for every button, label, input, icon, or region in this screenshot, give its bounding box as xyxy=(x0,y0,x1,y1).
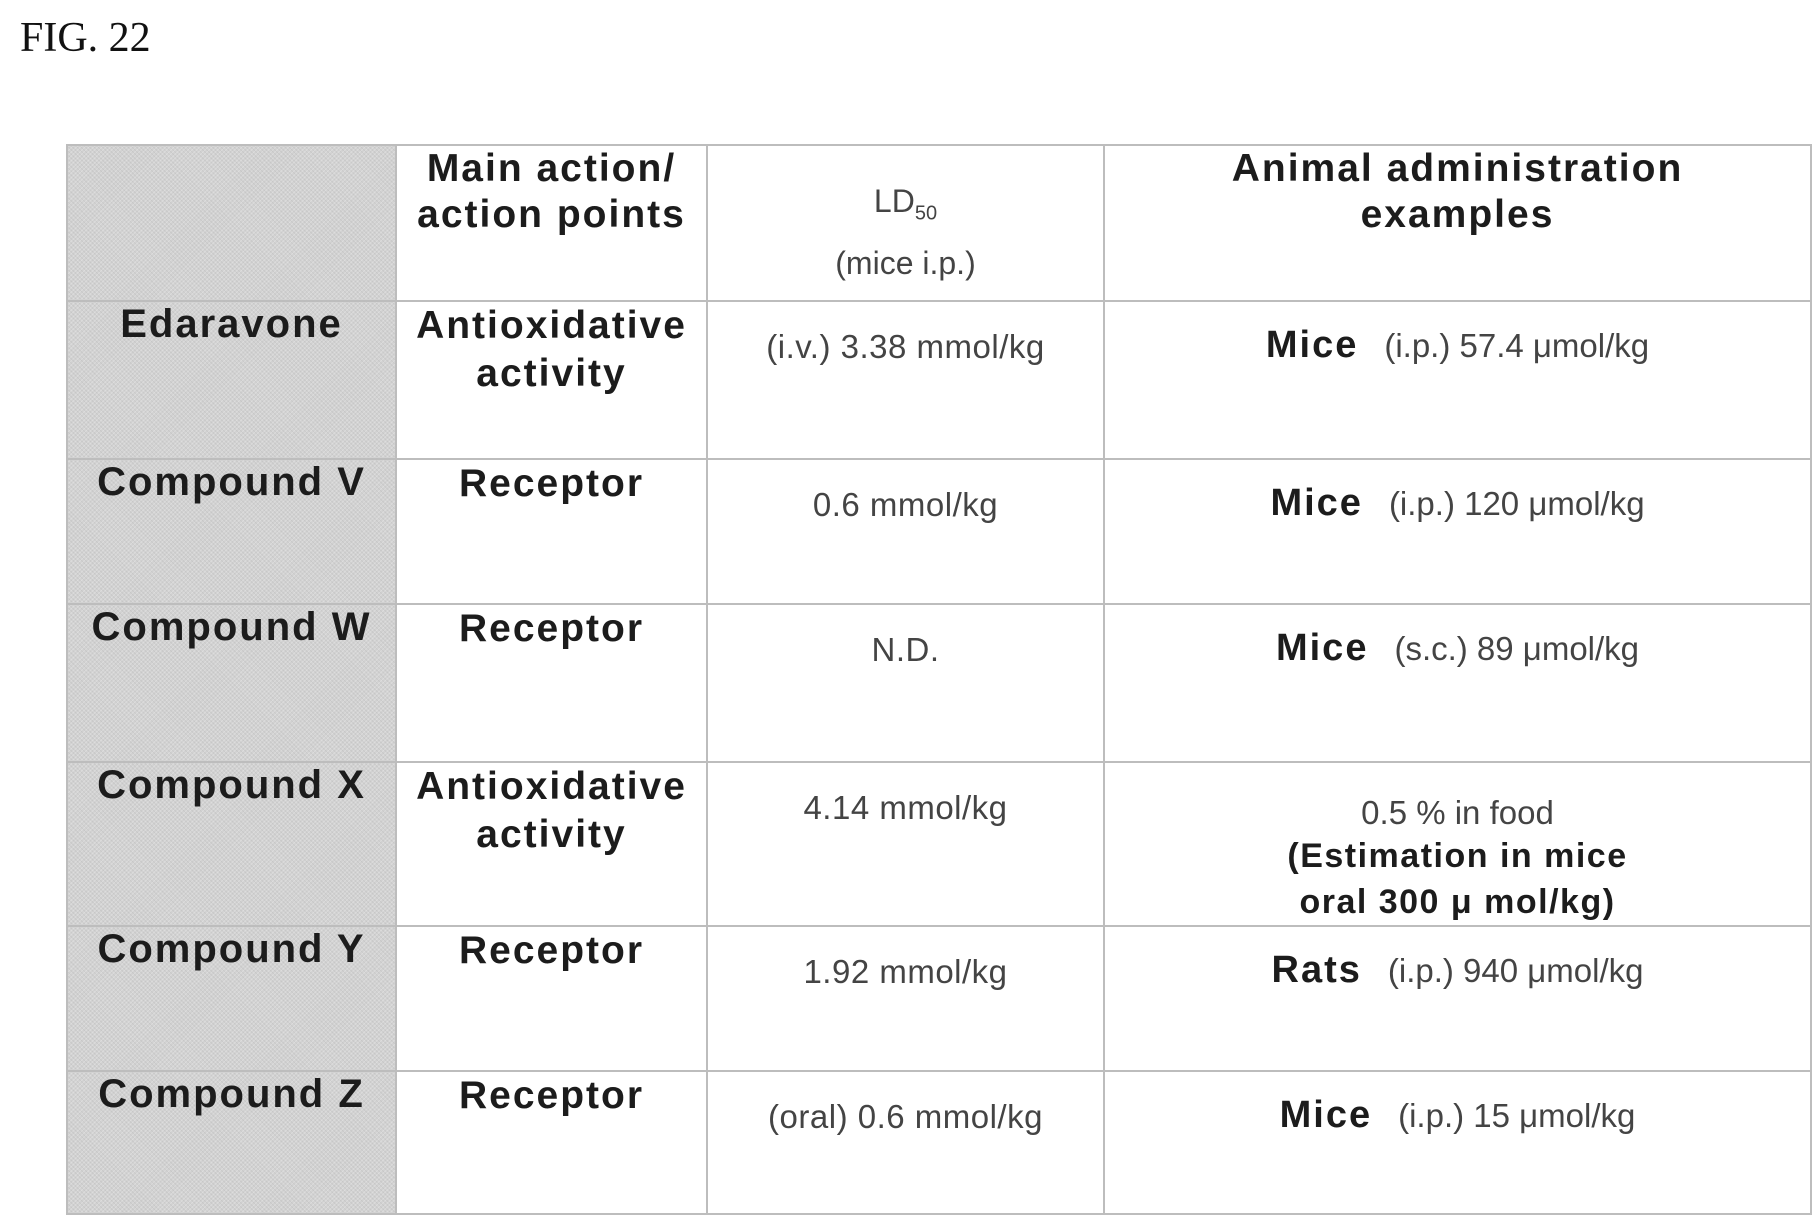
admin-detail: (i.p.) 57.4 μmol/kg xyxy=(1384,327,1650,364)
header-main-action-line1: Main action/ xyxy=(426,147,677,190)
header-ld50-note: (mice i.p.) xyxy=(835,245,976,282)
main-action-cell: Receptor xyxy=(395,458,708,605)
compound-name-cell: Compound V xyxy=(66,458,397,605)
compound-name: Compound Y xyxy=(97,927,366,971)
animal-admin-cell: 0.5 % in food (Estimation in mice oral 3… xyxy=(1103,761,1812,927)
compound-name-cell: Edaravone xyxy=(66,300,397,460)
compound-name: Compound X xyxy=(97,763,366,807)
main-action-line1: Receptor xyxy=(458,929,645,972)
table-row: Compound V Receptor 0.6 mmol/kg Mice (i.p… xyxy=(66,458,1812,605)
header-row: Main action/ action points LD50 (mice i.… xyxy=(66,144,1812,302)
main-action-line1: Antioxidative xyxy=(416,765,687,808)
animal-admin-cell: Mice (s.c.) 89 μmol/kg xyxy=(1103,603,1812,763)
main-action-line1: Receptor xyxy=(458,1074,645,1117)
main-action-cell: Receptor xyxy=(395,603,708,763)
table-row: Compound Z Receptor (oral) 0.6 mmol/kg M… xyxy=(66,1070,1812,1215)
header-ld50-subscript: 50 xyxy=(914,202,938,225)
ld50-cell: N.D. xyxy=(706,603,1105,763)
header-animal-line2: examples xyxy=(1360,193,1555,236)
table-row: Edaravone Antioxidative activity (i.v.) … xyxy=(66,300,1812,460)
header-ld50-label: LD xyxy=(873,183,915,219)
compound-name: Compound V xyxy=(97,460,366,504)
admin-detail: (i.p.) 15 μmol/kg xyxy=(1398,1097,1636,1134)
header-animal-admin: Animal administration examples xyxy=(1103,144,1812,302)
admin-line2: (Estimation in mice xyxy=(1287,837,1628,875)
admin-detail: (i.p.) 120 μmol/kg xyxy=(1388,485,1645,522)
ld50-cell: 4.14 mmol/kg xyxy=(706,761,1105,927)
admin-species: Rats xyxy=(1271,949,1362,991)
admin-species: Mice xyxy=(1265,324,1359,366)
main-action-cell: Receptor xyxy=(395,925,708,1072)
main-action-cell: Antioxidative activity xyxy=(395,300,708,460)
compound-name-cell: Compound Z xyxy=(66,1070,397,1215)
ld50-value: 4.14 mmol/kg xyxy=(803,789,1008,826)
header-main-action: Main action/ action points xyxy=(395,144,708,302)
compound-name-cell: Compound Y xyxy=(66,925,397,1072)
compound-name: Compound W xyxy=(91,605,372,649)
header-main-action-line2: action points xyxy=(417,193,686,236)
compound-name: Compound Z xyxy=(98,1072,365,1116)
table-row: Compound W Receptor N.D. Mice (s.c.) 89 μ… xyxy=(66,603,1812,763)
main-action-line1: Antioxidative xyxy=(416,304,687,347)
admin-detail: (s.c.) 89 μmol/kg xyxy=(1394,630,1640,667)
animal-admin-cell: Mice (i.p.) 120 μmol/kg xyxy=(1103,458,1812,605)
table-row: Compound Y Receptor 1.92 mmol/kg Rats (i.… xyxy=(66,925,1812,1072)
ld50-value: (i.v.) 3.38 mmol/kg xyxy=(766,328,1045,365)
ld50-value: N.D. xyxy=(871,631,940,668)
compound-name-cell: Compound W xyxy=(66,603,397,763)
figure-label: FIG. 22 xyxy=(20,15,151,61)
admin-line1: 0.5 % in food xyxy=(1361,794,1554,831)
admin-species: Mice xyxy=(1279,1094,1373,1136)
admin-species: Mice xyxy=(1275,627,1369,669)
compound-table: Main action/ action points LD50 (mice i.… xyxy=(66,144,1812,1215)
header-animal-line1: Animal administration xyxy=(1231,147,1684,190)
main-action-cell: Receptor xyxy=(395,1070,708,1215)
main-action-line1: Receptor xyxy=(458,607,645,650)
compound-name: Edaravone xyxy=(120,302,343,346)
header-corner-cell xyxy=(66,144,397,302)
main-action-line2: activity xyxy=(476,352,627,395)
compound-name-cell: Compound X xyxy=(66,761,397,927)
animal-admin-cell: Mice (i.p.) 15 μmol/kg xyxy=(1103,1070,1812,1215)
ld50-cell: (i.v.) 3.38 mmol/kg xyxy=(706,300,1105,460)
animal-admin-cell: Mice (i.p.) 57.4 μmol/kg xyxy=(1103,300,1812,460)
admin-line3: oral 300 μ mol/kg) xyxy=(1299,883,1616,921)
main-action-line1: Receptor xyxy=(458,462,645,505)
header-ld50: LD50 (mice i.p.) xyxy=(706,144,1105,302)
ld50-cell: (oral) 0.6 mmol/kg xyxy=(706,1070,1105,1215)
admin-species: Mice xyxy=(1270,482,1363,524)
ld50-value: 0.6 mmol/kg xyxy=(812,486,999,523)
ld50-cell: 0.6 mmol/kg xyxy=(706,458,1105,605)
ld50-value: (oral) 0.6 mmol/kg xyxy=(768,1098,1043,1135)
table-row: Compound X Antioxidative activity 4.14 m… xyxy=(66,761,1812,927)
ld50-cell: 1.92 mmol/kg xyxy=(706,925,1105,1072)
main-action-line2: activity xyxy=(476,813,627,856)
admin-detail: (i.p.) 940 μmol/kg xyxy=(1387,952,1644,989)
ld50-value: 1.92 mmol/kg xyxy=(803,953,1008,990)
animal-admin-cell: Rats (i.p.) 940 μmol/kg xyxy=(1103,925,1812,1072)
main-action-cell: Antioxidative activity xyxy=(395,761,708,927)
